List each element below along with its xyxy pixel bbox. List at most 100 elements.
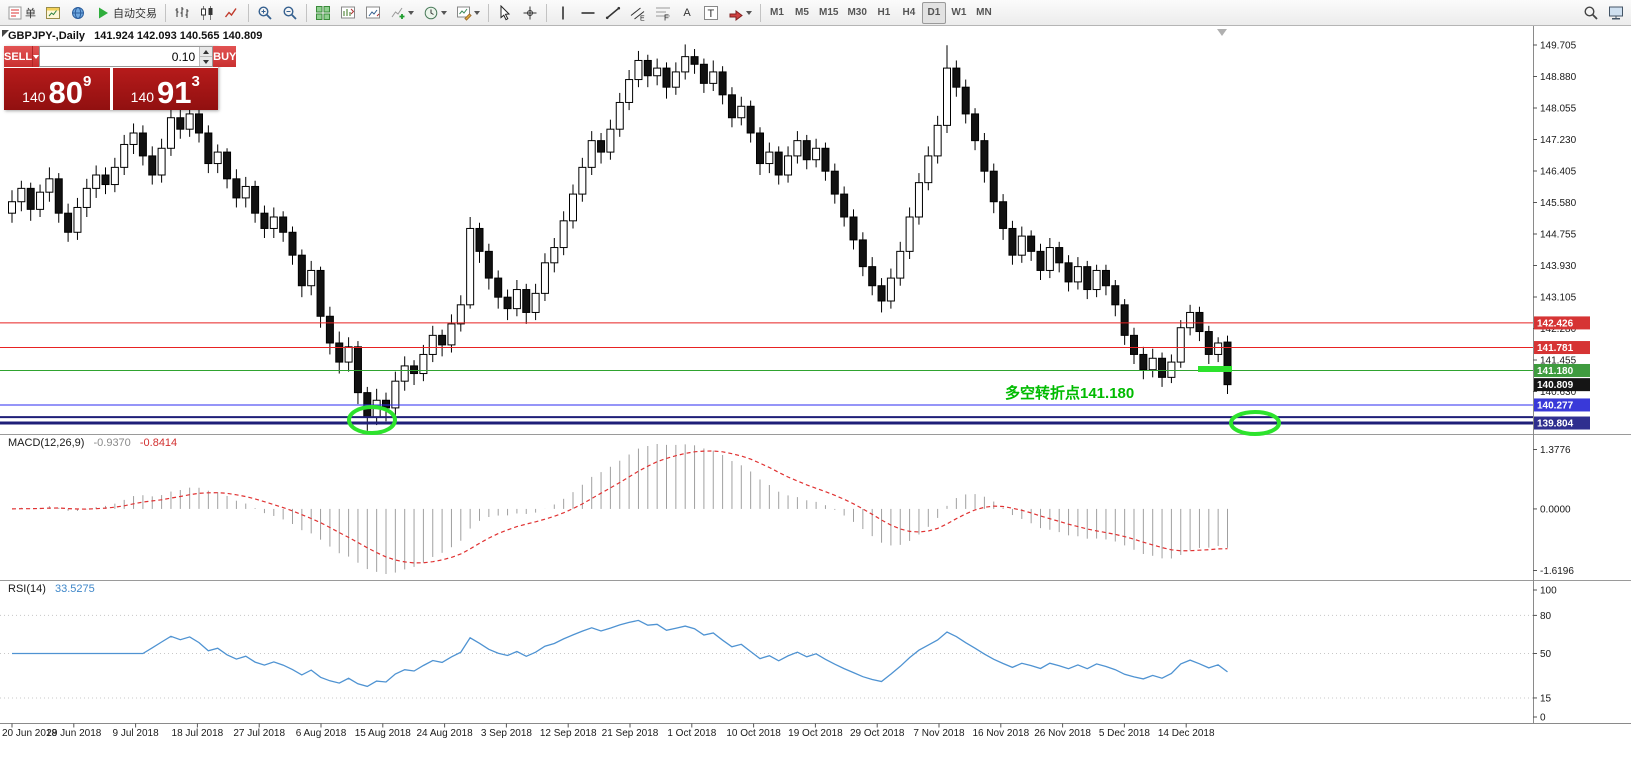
periods-button[interactable]: [419, 2, 451, 24]
tile-windows-button[interactable]: [311, 2, 335, 24]
volume-increase-button[interactable]: [200, 47, 213, 57]
timeframe-h1-button[interactable]: H1: [877, 7, 891, 18]
zoom-in-icon: [257, 5, 273, 21]
horizontal-line-button[interactable]: [576, 2, 600, 24]
candle-body: [232, 178, 241, 199]
tile-windows-icon: [315, 5, 331, 21]
candle-body: [1027, 235, 1036, 252]
chart-window-button[interactable]: [41, 2, 65, 24]
ellipse-annotation[interactable]: [1229, 410, 1281, 436]
candle-body: [569, 193, 577, 222]
search-button[interactable]: [1579, 2, 1603, 24]
macd-label: MACD(12,26,9) -0.9370 -0.8414: [8, 437, 177, 449]
candle-body: [737, 105, 746, 119]
crosshair-icon: [522, 5, 538, 21]
candle-body: [1045, 247, 1054, 271]
ellipse-annotation[interactable]: [347, 405, 397, 435]
candle-body: [1055, 247, 1064, 264]
trendline-button[interactable]: [601, 2, 625, 24]
candle-body: [456, 304, 465, 325]
candle-body: [559, 220, 568, 249]
timeframe-w1-button[interactable]: W1: [951, 7, 967, 18]
zoom-in-button[interactable]: [253, 2, 277, 24]
annotation-note-text[interactable]: 多空转折点141.180: [1005, 385, 1135, 402]
candle-body: [1223, 341, 1232, 386]
toolbar-separator: [165, 3, 166, 22]
text-label-button[interactable]: T: [699, 2, 723, 24]
candle-body: [73, 206, 82, 233]
toolbar: 单 自动交易 E F A T M1 M5 M15 M30 H1 H4 D1 W1 MN: [0, 0, 1631, 26]
date-label: 12 Sep 2018: [540, 728, 597, 739]
candle-body: [120, 143, 129, 168]
candle-body: [1120, 304, 1129, 336]
candle-body: [1017, 235, 1026, 256]
play-icon: [95, 5, 111, 21]
crosshair-button[interactable]: [518, 2, 542, 24]
order-options-dropdown[interactable]: [32, 46, 40, 67]
date-label: 14 Dec 2018: [1158, 728, 1215, 739]
sell-button[interactable]: SELL: [4, 46, 33, 67]
chart-shift-marker[interactable]: [1217, 29, 1227, 36]
text-button[interactable]: A: [676, 2, 698, 24]
volume-decrease-button[interactable]: [200, 57, 213, 66]
chart-canvas[interactable]: 149.705 148.880 148.055 147.230 146.405 145.5…: [0, 26, 1631, 767]
zoom-out-button[interactable]: [278, 2, 302, 24]
auto-trading-button[interactable]: 自动交易: [91, 2, 161, 24]
cursor-button[interactable]: [493, 2, 517, 24]
hline-price-badge: [1534, 398, 1590, 412]
candle-body: [933, 124, 942, 157]
candle-body: [1195, 311, 1204, 333]
hline-price-badge: [1534, 416, 1590, 430]
timeframe-m15-button[interactable]: M15: [819, 7, 839, 18]
highlight-mark[interactable]: [1198, 366, 1232, 372]
indicators-button[interactable]: [386, 2, 418, 24]
candle-body: [204, 132, 213, 165]
auto-arrange-button[interactable]: [361, 2, 385, 24]
profile-button[interactable]: [66, 2, 90, 24]
line-chart-button[interactable]: [220, 2, 244, 24]
chart-ohlc-values: 141.924 142.093 140.565 140.809: [94, 30, 263, 42]
new-order-button[interactable]: 单: [3, 2, 40, 24]
timeframe-h4-button[interactable]: H4: [902, 7, 916, 18]
candle-body: [1008, 227, 1017, 256]
arrange-charts-button[interactable]: [336, 2, 360, 24]
candle-body: [1111, 285, 1120, 306]
date-label: 1 Oct 2018: [667, 728, 716, 739]
macd-plot: [11, 444, 1228, 574]
candle-body: [195, 113, 203, 134]
timeframe-d1-button[interactable]: D1: [921, 1, 946, 24]
volume-input[interactable]: [40, 47, 200, 66]
buy-button[interactable]: BUY: [213, 46, 237, 67]
candle-body: [157, 147, 166, 176]
buy-price-display[interactable]: 140 91 3: [112, 68, 218, 110]
date-label: 7 Nov 2018: [913, 728, 965, 739]
buy-price-point: 3: [191, 73, 200, 90]
timeframe-mn-button[interactable]: MN: [976, 7, 992, 18]
candle-body: [8, 201, 16, 214]
timeframe-m1-button[interactable]: M1: [770, 7, 784, 18]
candle-body: [166, 117, 175, 149]
terminal-button[interactable]: [1604, 2, 1628, 24]
rsi-value: 33.5275: [54, 583, 95, 595]
candle-body: [896, 250, 905, 279]
vertical-line-icon: [555, 5, 571, 21]
fibonacci-button[interactable]: F: [651, 2, 675, 24]
magnifier-icon: [1583, 5, 1599, 21]
timeframe-m5-button[interactable]: M5: [795, 7, 809, 18]
arrows-button[interactable]: [724, 2, 756, 24]
templates-button[interactable]: [452, 2, 484, 24]
candlestick-chart-button[interactable]: [195, 2, 219, 24]
macd-signal-value: -0.8414: [139, 437, 178, 449]
one-click-collapse-icon[interactable]: [2, 30, 9, 37]
vertical-line-button[interactable]: [551, 2, 575, 24]
sell-price-display[interactable]: 140 80 9: [4, 68, 110, 110]
rsi-tick-label: 80: [1540, 611, 1552, 622]
timeframe-m30-button[interactable]: M30: [847, 7, 867, 18]
candle-body: [924, 155, 933, 184]
bar-chart-button[interactable]: [170, 2, 194, 24]
candle-body: [774, 151, 783, 176]
candle-body: [989, 170, 998, 203]
candle-body: [531, 292, 540, 313]
equidistant-channel-button[interactable]: E: [626, 2, 650, 24]
candle-body: [26, 187, 35, 210]
